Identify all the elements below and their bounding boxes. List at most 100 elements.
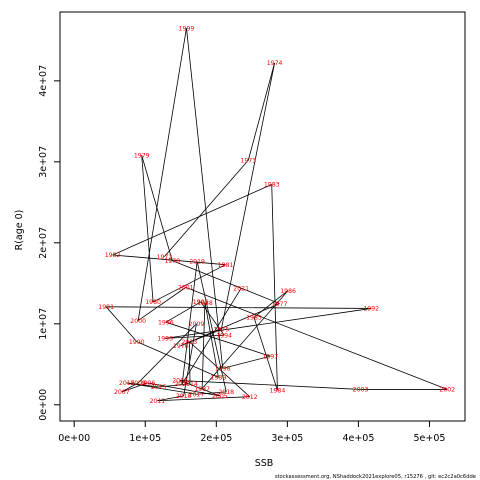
point-label-1979: 1979 xyxy=(134,153,150,160)
trajectory-segment xyxy=(157,395,184,402)
point-label-1984: 1984 xyxy=(270,387,286,394)
trajectory-segment xyxy=(220,62,275,330)
point-label-2015: 2015 xyxy=(151,384,167,391)
trajectory-segment xyxy=(121,382,148,393)
trajectory-segment xyxy=(136,341,219,378)
point-label-1989: 1989 xyxy=(211,374,227,381)
point-label-2011: 2011 xyxy=(149,398,165,405)
point-label-2018: 2018 xyxy=(218,389,234,396)
y-tick-label: 0e+00 xyxy=(38,389,49,421)
x-tick-label: 5e+05 xyxy=(414,433,446,444)
y-tick-label: 1e+07 xyxy=(38,308,49,340)
point-label-1983: 1983 xyxy=(264,182,280,189)
trajectory-segment xyxy=(137,323,197,384)
point-label-1996: 1996 xyxy=(158,319,174,326)
y-tick-label: 3e+07 xyxy=(38,146,49,178)
point-label-2010: 2010 xyxy=(176,393,192,400)
point-label-1985: 1985 xyxy=(246,315,262,322)
trajectory-segment xyxy=(180,380,361,390)
footer-credit: stockassessment.org, NShaddock2021explor… xyxy=(275,474,476,480)
point-label-2013: 2013 xyxy=(181,339,197,346)
trajectory-segment xyxy=(196,391,227,395)
trajectory-segment xyxy=(141,155,154,302)
x-axis-label: SSB xyxy=(255,458,274,469)
trajectory-segment xyxy=(158,383,191,388)
trajectory-segment xyxy=(152,264,226,303)
x-tick-label: 3e+05 xyxy=(271,433,303,444)
trajectory-segment xyxy=(165,334,225,339)
trajectory-segment xyxy=(201,290,289,389)
point-label-1975: 1975 xyxy=(213,327,229,334)
point-label-2019: 2019 xyxy=(189,259,205,266)
point-label-1992: 1992 xyxy=(363,306,379,313)
trajectory-segment xyxy=(164,159,249,257)
trajectory-lines xyxy=(105,28,448,402)
trajectory-segment xyxy=(172,260,280,304)
x-tick-label: 1e+05 xyxy=(129,433,161,444)
trajectory-segment xyxy=(137,287,186,321)
trajectory-segment xyxy=(105,306,138,342)
point-label-2009: 2009 xyxy=(189,321,205,328)
point-label-2008: 2008 xyxy=(130,380,146,387)
point-label-1990: 1990 xyxy=(129,339,145,346)
point-label-2000: 2000 xyxy=(130,318,146,325)
x-tick-label: 2e+05 xyxy=(200,433,232,444)
trajectory-segment xyxy=(181,287,242,384)
point-label-2021: 2021 xyxy=(233,285,249,292)
trajectory-segment xyxy=(112,184,272,256)
x-tick-label: 4e+05 xyxy=(342,433,374,444)
point-label-2017: 2017 xyxy=(189,391,205,398)
point-label-2004: 2004 xyxy=(172,378,188,385)
point-label-2016: 2016 xyxy=(119,380,135,387)
point-label-1998: 1998 xyxy=(215,366,231,373)
point-label-2014: 2014 xyxy=(182,381,198,388)
y-tick-label: 2e+07 xyxy=(38,227,49,259)
point-label-1977: 1977 xyxy=(272,301,288,308)
plot-frame xyxy=(59,11,466,422)
point-label-2005: 2005 xyxy=(212,393,228,400)
point-label-1974: 1974 xyxy=(267,60,283,67)
point-label-1973: 1973 xyxy=(240,157,256,164)
point-label-1993: 1993 xyxy=(157,336,173,343)
trajectory-segment xyxy=(157,396,250,402)
point-label-1982: 1982 xyxy=(105,252,121,259)
trajectory-segment xyxy=(200,301,225,336)
point-label-2003: 2003 xyxy=(353,387,369,394)
point-label-1995: 1995 xyxy=(193,299,209,306)
point-label-2006: 2006 xyxy=(140,380,156,387)
trajectory-segment xyxy=(185,286,448,390)
point-label-1994: 1994 xyxy=(216,332,232,339)
trajectory-segment xyxy=(247,62,275,161)
trajectory-segment xyxy=(253,290,289,318)
trajectory-segment xyxy=(165,301,201,323)
x-tick-label: 0e+00 xyxy=(58,433,90,444)
trajectory-segment xyxy=(204,302,219,378)
trajectory-segment xyxy=(196,261,227,392)
trajectory-segment xyxy=(186,28,224,369)
point-label-1997: 1997 xyxy=(262,353,278,360)
trajectory-segment xyxy=(271,184,278,391)
point-label-1987: 1987 xyxy=(194,386,210,393)
trajectory-segment xyxy=(222,355,271,369)
point-label-2007: 2007 xyxy=(114,389,130,396)
point-label-1978: 1978 xyxy=(164,258,180,265)
trajectory-segment xyxy=(179,380,221,397)
point-labels: 1972 1973 1974 1975 1976 1977 1978 1979 1980 1981… xyxy=(98,25,455,405)
trajectory-segment xyxy=(126,382,197,395)
axes: 0e+00 1e+05 2e+05 3e+05 4e+05 5e+05 0e+00 1e+07… xyxy=(38,11,466,444)
point-label-1999: 1999 xyxy=(179,25,195,32)
trajectory-segment xyxy=(137,28,187,321)
trajectory-segment xyxy=(181,261,198,384)
trajectory-segment xyxy=(253,317,278,391)
trajectory-segment xyxy=(201,302,206,389)
point-label-1976: 1976 xyxy=(173,343,189,350)
point-label-2012: 2012 xyxy=(242,394,258,401)
y-axis-label: R(age 0) xyxy=(14,210,25,251)
point-label-1980: 1980 xyxy=(145,299,161,306)
trajectory-segment xyxy=(112,254,226,266)
point-label-1972: 1972 xyxy=(157,254,173,261)
point-label-1991: 1991 xyxy=(98,304,114,311)
point-label-1988: 1988 xyxy=(197,300,213,307)
point-label-2020: 2020 xyxy=(174,381,190,388)
